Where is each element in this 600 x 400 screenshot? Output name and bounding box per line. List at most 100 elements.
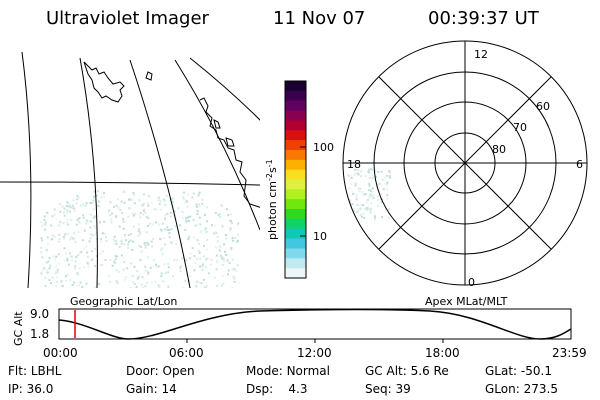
speckle-dot [105,240,108,242]
speckle-dot [63,238,66,240]
speckle-dot [229,219,232,222]
coastline [213,119,221,129]
speckle-dot [137,223,140,226]
speckle-dot [214,224,217,227]
speckle-dot [78,267,81,270]
speckle-dot [59,221,62,224]
speckle-dot [365,201,368,204]
polar-axis [378,76,552,250]
speckle-dot [130,262,133,265]
speckle-dot [93,216,96,219]
speckle-dot [97,282,100,285]
speckle-dot [362,203,365,206]
speckle-dot [132,274,135,277]
speckle-dot [53,213,56,216]
speckle-dot [360,175,363,178]
speckle-dot [50,282,52,284]
speckle-dot [133,193,136,196]
speckle-dot [77,231,80,234]
speckle-dot [196,257,198,260]
speckle-dot [100,237,103,240]
speckle-dot [165,195,168,197]
speckle-dot [154,280,157,283]
speckle-dot [345,205,348,208]
speckle-dot [224,234,227,237]
speckle-dot [42,268,45,271]
speckle-dot [196,239,199,242]
speckle-dot [140,250,143,253]
speckle-dot [170,211,172,214]
speckle-dot [351,203,354,205]
speckle-dot [148,223,150,226]
speckle-dot [374,176,377,179]
speckle-dot [158,287,161,288]
speckle-dot [89,202,92,204]
speckle-dot [221,275,224,278]
speckle-dot [137,230,140,233]
speckle-dot [161,252,164,255]
speckle-dot [163,199,166,202]
speckle-dot [133,202,136,205]
speckle-dot [55,276,58,279]
speckle-dot [225,237,228,240]
speckle-dot [198,205,201,208]
speckle-dot [43,267,46,269]
speckle-dot [175,225,178,228]
speckle-dot [155,263,158,266]
speckle-dot [374,170,377,173]
speckle-dot [78,217,81,220]
speckle-dot [187,238,190,241]
speckle-dot [51,277,54,279]
speckle-dot [136,270,139,272]
speckle-dot [202,263,204,266]
speckle-dot [194,262,197,265]
speckle-dot [44,285,47,288]
speckle-dot [139,211,142,214]
speckle-dot [103,195,105,198]
speckle-dot [352,208,355,211]
speckle-dot [163,204,166,206]
speckle-dot [233,280,236,283]
speckle-dot [350,177,353,180]
speckle-dot [43,215,46,218]
speckle-dot [223,258,225,261]
speckle-dot [189,252,192,255]
speckle-dot [374,179,376,181]
speckle-dot [46,211,49,214]
speckle-dot [198,216,201,219]
speckle-dot [65,279,67,282]
speckle-dot [137,234,140,237]
speckle-dot [77,273,80,276]
speckle-dot [102,250,104,253]
speckle-dot [166,212,169,215]
speckle-dot [166,228,169,231]
speckle-dot [144,211,147,214]
speckle-dot [66,205,69,207]
mlt-label-6: 6 [576,158,583,171]
speckle-dot [377,170,380,173]
speckle-dot [224,250,227,253]
speckle-dot [360,215,363,218]
speckle-dot [104,232,107,235]
speckle-dot [100,240,103,243]
speckle-dot [356,203,359,206]
speckle-dot [367,206,369,209]
speckle-dot [152,259,155,262]
speckle-dot [145,231,148,234]
speckle-dot [94,265,97,268]
speckle-dot [145,216,148,219]
speckle-dot [386,188,388,191]
speckle-dot [66,259,69,262]
speckle-dot [215,232,218,235]
speckle-dot [63,214,66,217]
speckle-dot [362,192,365,195]
speckle-dot [83,228,85,231]
speckle-dot [187,193,190,196]
speckle-dot [45,249,48,252]
speckle-dot [216,240,219,243]
speckle-dot [75,202,78,205]
speckle-dot [141,286,144,288]
colorbar-cell [285,100,306,112]
speckle-dot [138,199,141,202]
timeline-frame [58,308,572,340]
